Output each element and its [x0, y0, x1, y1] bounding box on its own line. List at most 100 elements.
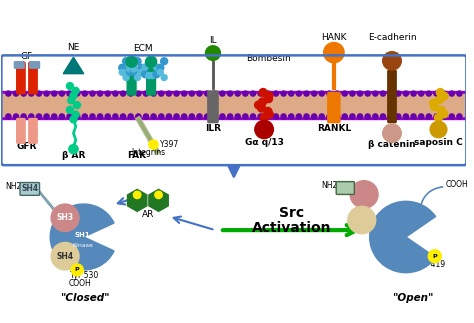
- FancyBboxPatch shape: [20, 182, 39, 195]
- Circle shape: [66, 107, 73, 113]
- Circle shape: [119, 64, 126, 71]
- Circle shape: [381, 91, 385, 96]
- Circle shape: [166, 114, 172, 119]
- Circle shape: [265, 92, 273, 99]
- Text: P: P: [75, 267, 80, 272]
- Circle shape: [135, 75, 140, 80]
- Circle shape: [388, 114, 393, 119]
- Circle shape: [327, 91, 332, 96]
- Circle shape: [273, 91, 279, 96]
- Circle shape: [90, 114, 95, 119]
- Circle shape: [437, 89, 444, 96]
- Circle shape: [13, 114, 18, 119]
- Wedge shape: [370, 201, 436, 273]
- Text: P: P: [432, 254, 437, 259]
- Circle shape: [212, 91, 218, 96]
- Circle shape: [260, 114, 268, 121]
- Circle shape: [138, 64, 145, 71]
- Circle shape: [419, 114, 424, 119]
- Circle shape: [82, 114, 87, 119]
- Circle shape: [52, 114, 57, 119]
- Circle shape: [136, 114, 141, 119]
- Circle shape: [105, 114, 110, 119]
- Circle shape: [296, 91, 301, 96]
- Circle shape: [128, 91, 133, 96]
- Circle shape: [434, 91, 439, 96]
- Polygon shape: [63, 57, 84, 74]
- FancyBboxPatch shape: [17, 62, 25, 94]
- Circle shape: [151, 114, 156, 119]
- Circle shape: [357, 114, 363, 119]
- Circle shape: [281, 91, 286, 96]
- Circle shape: [51, 204, 79, 232]
- Circle shape: [388, 91, 393, 96]
- Circle shape: [411, 114, 416, 119]
- Circle shape: [434, 114, 439, 119]
- Circle shape: [136, 91, 141, 96]
- Circle shape: [335, 114, 340, 119]
- Text: β catenin: β catenin: [368, 140, 416, 149]
- FancyBboxPatch shape: [336, 182, 355, 194]
- Circle shape: [73, 102, 81, 109]
- Circle shape: [411, 91, 416, 96]
- Circle shape: [151, 91, 156, 96]
- Text: Y397: Y397: [159, 140, 179, 149]
- Circle shape: [373, 114, 378, 119]
- Circle shape: [159, 114, 164, 119]
- Circle shape: [403, 91, 409, 96]
- FancyBboxPatch shape: [328, 92, 340, 123]
- Circle shape: [131, 66, 137, 72]
- Circle shape: [36, 91, 42, 96]
- Circle shape: [266, 114, 271, 119]
- Circle shape: [235, 91, 240, 96]
- Circle shape: [146, 73, 152, 78]
- Circle shape: [157, 64, 164, 71]
- Circle shape: [442, 91, 447, 96]
- Circle shape: [59, 114, 64, 119]
- Circle shape: [273, 114, 279, 119]
- Circle shape: [205, 114, 210, 119]
- Bar: [1, 94, 466, 116]
- Circle shape: [157, 69, 164, 75]
- Circle shape: [21, 91, 26, 96]
- Circle shape: [258, 91, 263, 96]
- Circle shape: [435, 114, 442, 121]
- Circle shape: [430, 121, 447, 138]
- Circle shape: [82, 91, 87, 96]
- Circle shape: [44, 114, 49, 119]
- Circle shape: [342, 91, 347, 96]
- Text: NH2: NH2: [5, 182, 21, 191]
- Circle shape: [138, 69, 145, 75]
- Circle shape: [142, 64, 148, 70]
- FancyBboxPatch shape: [388, 70, 396, 123]
- Circle shape: [68, 97, 75, 104]
- Circle shape: [440, 92, 448, 100]
- Circle shape: [281, 114, 286, 119]
- Circle shape: [259, 98, 266, 106]
- Circle shape: [250, 91, 255, 96]
- Circle shape: [67, 91, 72, 96]
- Circle shape: [197, 91, 202, 96]
- Circle shape: [342, 114, 347, 119]
- Circle shape: [311, 114, 317, 119]
- Circle shape: [161, 75, 167, 80]
- Circle shape: [174, 91, 179, 96]
- Text: Integrins: Integrins: [131, 148, 165, 157]
- Text: COOH: COOH: [69, 279, 92, 288]
- Circle shape: [113, 91, 118, 96]
- FancyBboxPatch shape: [208, 91, 218, 123]
- Circle shape: [70, 116, 77, 123]
- Circle shape: [69, 145, 78, 154]
- Circle shape: [381, 114, 385, 119]
- Circle shape: [228, 91, 233, 96]
- FancyBboxPatch shape: [17, 119, 25, 143]
- Circle shape: [36, 114, 42, 119]
- Circle shape: [383, 52, 401, 70]
- Circle shape: [13, 91, 18, 96]
- Circle shape: [90, 91, 95, 96]
- Circle shape: [419, 91, 424, 96]
- Bar: [1, 90, 466, 120]
- Circle shape: [144, 91, 148, 96]
- Text: GFR: GFR: [17, 142, 37, 151]
- Circle shape: [319, 91, 324, 96]
